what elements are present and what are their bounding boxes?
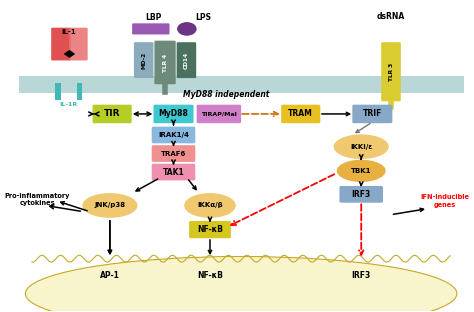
FancyBboxPatch shape (51, 28, 71, 61)
Text: CD14: CD14 (184, 51, 189, 69)
FancyBboxPatch shape (155, 41, 176, 84)
Text: TRIF: TRIF (363, 110, 382, 119)
Text: MD-2: MD-2 (141, 51, 146, 69)
Text: IRAK1/4: IRAK1/4 (158, 132, 189, 138)
FancyBboxPatch shape (189, 221, 231, 238)
FancyBboxPatch shape (381, 42, 401, 101)
Text: TRAM: TRAM (288, 110, 313, 119)
FancyBboxPatch shape (152, 145, 195, 162)
Text: TRAF6: TRAF6 (161, 150, 186, 157)
Text: MyD88 independent: MyD88 independent (183, 90, 270, 99)
Text: IRF3: IRF3 (352, 190, 371, 199)
Polygon shape (64, 50, 75, 58)
FancyBboxPatch shape (197, 105, 241, 123)
Text: Pro-inflammatory
cytokines: Pro-inflammatory cytokines (5, 193, 70, 206)
Text: AP-1: AP-1 (100, 271, 120, 280)
Bar (55, 83, 61, 100)
Bar (76, 83, 82, 100)
Text: IKKα/β: IKKα/β (197, 202, 223, 208)
Text: IRF3: IRF3 (352, 271, 371, 280)
Text: LBP: LBP (146, 13, 162, 22)
Ellipse shape (184, 193, 236, 218)
Text: TLR 4: TLR 4 (163, 53, 168, 71)
Text: NF-κB: NF-κB (197, 225, 223, 234)
FancyBboxPatch shape (92, 105, 132, 123)
Text: JNK/p38: JNK/p38 (94, 202, 126, 208)
FancyBboxPatch shape (281, 105, 320, 123)
Text: IL-1R: IL-1R (59, 101, 78, 107)
FancyBboxPatch shape (352, 105, 392, 123)
FancyBboxPatch shape (339, 186, 383, 203)
FancyBboxPatch shape (154, 105, 193, 123)
Text: TAK1: TAK1 (163, 168, 184, 177)
Text: NF-κB: NF-κB (197, 271, 223, 280)
Text: TLR 3: TLR 3 (389, 63, 393, 81)
Text: dsRNA: dsRNA (377, 12, 405, 21)
Ellipse shape (82, 193, 137, 218)
FancyBboxPatch shape (152, 127, 195, 143)
Text: LPS: LPS (195, 13, 211, 22)
Text: TIRAP/Mal: TIRAP/Mal (201, 111, 237, 116)
FancyBboxPatch shape (69, 28, 88, 61)
FancyBboxPatch shape (132, 23, 170, 34)
Ellipse shape (177, 22, 197, 36)
Text: IKKi/ε: IKKi/ε (350, 144, 372, 150)
Text: MyD88: MyD88 (159, 110, 189, 119)
Ellipse shape (26, 256, 457, 312)
FancyBboxPatch shape (177, 42, 196, 78)
FancyBboxPatch shape (134, 42, 154, 78)
Bar (18, 76, 464, 93)
Text: TBK1: TBK1 (351, 168, 372, 174)
Text: IL-1: IL-1 (61, 29, 76, 35)
FancyBboxPatch shape (152, 164, 195, 180)
Ellipse shape (337, 160, 386, 182)
Text: IFN-inducible
genes: IFN-inducible genes (420, 194, 469, 207)
Ellipse shape (334, 134, 389, 159)
Text: TIR: TIR (104, 110, 120, 119)
